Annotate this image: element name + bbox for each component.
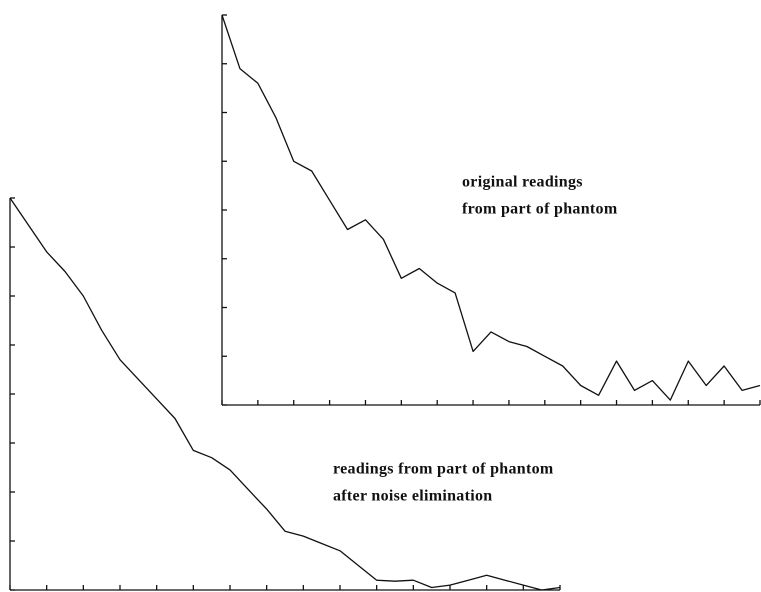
annotation: original readings: [462, 174, 583, 191]
annotation: after noise elimination: [333, 488, 492, 505]
annotation: readings from part of phantom: [333, 461, 554, 478]
curve: [221, 14, 761, 401]
curve: [9, 197, 561, 591]
annotation: from part of phantom: [462, 201, 618, 218]
